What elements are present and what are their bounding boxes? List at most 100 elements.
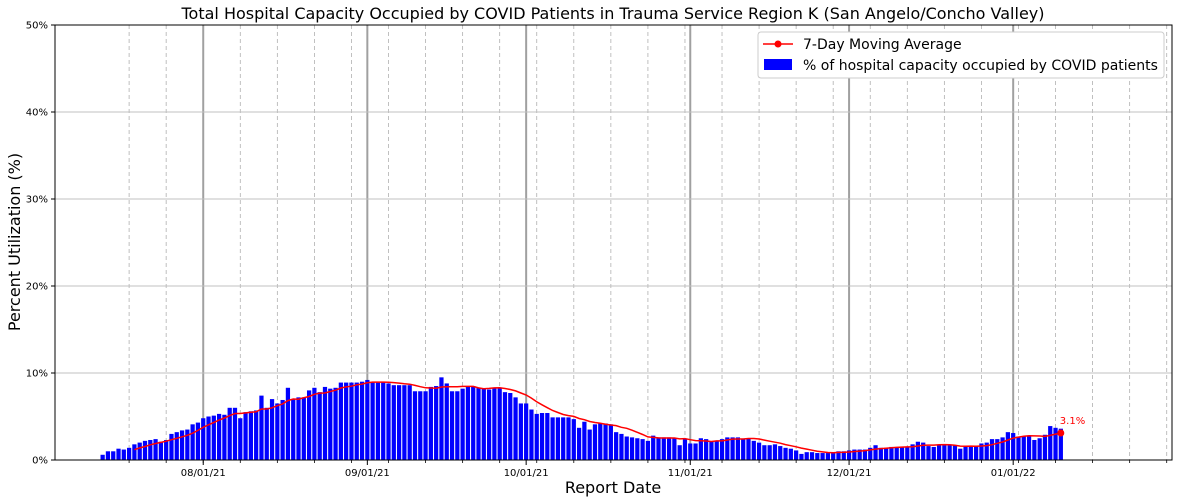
x-tick-label: 01/01/22 xyxy=(991,468,1036,479)
capacity-bar xyxy=(656,437,661,460)
capacity-bar xyxy=(873,445,878,460)
capacity-bar xyxy=(328,388,333,460)
capacity-bar xyxy=(455,391,460,460)
capacity-bar xyxy=(640,439,645,460)
capacity-bar xyxy=(222,414,227,460)
capacity-bar xyxy=(524,403,529,460)
capacity-bar xyxy=(1005,432,1011,460)
capacity-bar xyxy=(359,381,365,460)
capacity-bar xyxy=(693,443,698,460)
capacity-bar xyxy=(354,382,359,460)
last-value-annotation: 3.1% xyxy=(1060,416,1085,427)
capacity-bar xyxy=(529,409,534,460)
capacity-bar xyxy=(688,443,693,460)
capacity-bar xyxy=(555,417,561,460)
capacity-bar xyxy=(974,446,979,460)
capacity-bar xyxy=(592,424,598,460)
capacity-bar xyxy=(296,397,301,460)
capacity-bar xyxy=(280,399,285,460)
capacity-bar xyxy=(508,393,513,460)
capacity-bar xyxy=(386,383,391,460)
capacity-bar xyxy=(238,418,243,460)
capacity-bar xyxy=(735,437,741,460)
legend-bar-swatch xyxy=(764,59,792,70)
capacity-bar xyxy=(899,446,905,460)
capacity-bar xyxy=(878,447,883,460)
capacity-bar xyxy=(1011,433,1016,460)
capacity-bar xyxy=(449,391,455,460)
capacity-bar xyxy=(195,422,201,460)
capacity-bar xyxy=(190,424,195,460)
capacity-bar xyxy=(301,397,306,460)
x-axis-title: Report Date xyxy=(565,478,661,497)
capacity-bar xyxy=(375,382,381,460)
capacity-bar xyxy=(947,445,952,460)
capacity-bar xyxy=(846,450,852,460)
moving-average-layer xyxy=(134,381,1065,454)
capacity-bar xyxy=(926,446,931,460)
capacity-bar xyxy=(1053,427,1058,460)
capacity-bar xyxy=(513,397,518,460)
capacity-bar xyxy=(645,440,651,460)
capacity-bar xyxy=(619,433,624,460)
capacity-bar xyxy=(788,448,793,460)
capacity-bar xyxy=(227,407,232,460)
capacity-bar xyxy=(566,417,571,460)
capacity-bar xyxy=(756,442,762,460)
capacity-bar xyxy=(285,387,291,460)
capacity-bar xyxy=(942,445,947,460)
capacity-bar xyxy=(714,440,719,460)
legend-marker-swatch xyxy=(774,40,782,48)
capacity-bar xyxy=(741,439,746,460)
legend-label-capacity: % of hospital capacity occupied by COVID… xyxy=(803,58,1158,74)
capacity-bar xyxy=(381,382,386,460)
capacity-bar xyxy=(804,452,809,460)
capacity-bar xyxy=(338,382,343,460)
capacity-bar xyxy=(550,417,555,460)
capacity-bar xyxy=(963,446,968,460)
capacity-bar xyxy=(370,382,375,460)
capacity-bar xyxy=(989,439,995,460)
capacity-bar xyxy=(518,403,523,460)
capacity-bar xyxy=(164,439,169,460)
capacity-bar xyxy=(1021,436,1026,460)
capacity-bar xyxy=(682,439,688,460)
moving-average-last-point xyxy=(1057,429,1065,437)
capacity-bar xyxy=(1032,439,1037,460)
capacity-bar xyxy=(349,382,354,460)
capacity-bar xyxy=(815,453,820,460)
capacity-bar xyxy=(979,443,984,460)
y-tick-label: 50% xyxy=(26,21,48,32)
capacity-bar xyxy=(169,433,174,460)
capacity-bar xyxy=(799,453,804,460)
capacity-bar xyxy=(868,447,873,460)
capacity-bar xyxy=(471,386,476,460)
capacity-bar xyxy=(666,437,672,460)
capacity-bar xyxy=(148,439,153,460)
capacity-bar xyxy=(921,442,926,460)
capacity-bar xyxy=(751,440,756,460)
capacity-bar xyxy=(291,399,296,460)
capacity-bar xyxy=(651,435,656,460)
capacity-bar xyxy=(317,392,322,460)
y-axis-title: Percent Utilization (%) xyxy=(5,153,24,331)
capacity-bar xyxy=(958,448,963,460)
capacity-bar xyxy=(762,445,767,460)
capacity-bar xyxy=(216,413,222,460)
capacity-bar xyxy=(1000,437,1005,460)
capacity-bar xyxy=(539,413,545,460)
capacity-bar xyxy=(772,444,778,460)
x-tick-label: 10/01/21 xyxy=(504,468,549,479)
legend: 7-Day Moving Average % of hospital capac… xyxy=(757,31,1165,79)
capacity-bar xyxy=(142,440,148,460)
capacity-bar xyxy=(481,388,486,460)
capacity-bar xyxy=(232,407,238,460)
capacity-bar xyxy=(1016,436,1021,460)
capacity-bar xyxy=(841,451,846,460)
capacity-bar xyxy=(794,450,799,460)
capacity-bar xyxy=(492,387,497,460)
legend-label-moving-average: 7-Day Moving Average xyxy=(803,37,962,53)
capacity-bar xyxy=(444,383,449,460)
capacity-bar xyxy=(889,446,894,460)
